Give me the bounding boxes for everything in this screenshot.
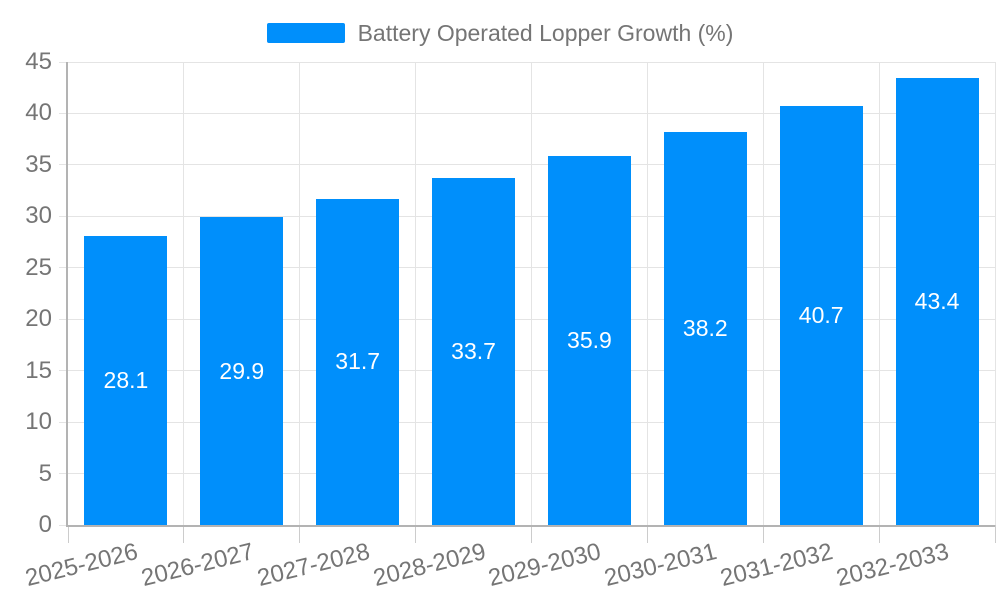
bar[interactable]: 28.1 <box>84 235 168 525</box>
legend-swatch <box>266 23 345 43</box>
x-tick-mark <box>415 525 417 543</box>
bar[interactable]: 40.7 <box>779 106 863 525</box>
bar-value-label: 31.7 <box>335 348 381 375</box>
bar-value-label: 38.2 <box>682 314 728 341</box>
bar-value-label: 35.9 <box>567 326 612 353</box>
bar[interactable]: 33.7 <box>432 178 516 525</box>
x-gridline <box>299 62 301 525</box>
bar-value-label: 33.7 <box>451 338 496 365</box>
x-tick-mark <box>646 525 648 543</box>
bar[interactable]: 29.9 <box>200 217 284 525</box>
y-tick-mark <box>59 215 68 217</box>
x-tick-mark <box>531 525 532 543</box>
y-tick-mark <box>59 370 68 372</box>
y-axis-tick-label: 40 <box>25 99 52 127</box>
legend-label: Battery Operated Lopper Growth (%) <box>357 20 734 46</box>
bar[interactable]: 35.9 <box>547 155 631 525</box>
x-gridline <box>878 62 880 525</box>
y-axis-tick-label: 30 <box>25 202 52 230</box>
y-axis-tick-label: 5 <box>38 459 52 487</box>
y-axis-tick-label: 10 <box>25 408 52 436</box>
x-axis-line <box>66 525 995 527</box>
y-tick-mark <box>59 61 68 63</box>
y-tick-mark <box>59 318 68 320</box>
y-axis-tick-label: 0 <box>38 511 52 538</box>
bar[interactable]: 43.4 <box>895 78 979 525</box>
bar-value-label: 29.9 <box>219 357 265 384</box>
x-gridline <box>183 62 185 525</box>
bar[interactable]: 31.7 <box>316 198 400 525</box>
x-gridline <box>646 62 648 525</box>
y-tick-mark <box>59 164 68 166</box>
y-axis-tick-label: 15 <box>25 356 52 384</box>
bar[interactable]: 38.2 <box>663 131 747 525</box>
x-tick-mark <box>878 525 880 543</box>
bar-value-label: 40.7 <box>798 302 844 329</box>
y-tick-mark <box>59 267 68 269</box>
x-gridline <box>994 62 996 525</box>
x-tick-mark <box>183 525 185 543</box>
y-tick-mark <box>59 473 68 475</box>
x-gridline <box>762 62 764 525</box>
bar-value-label: 28.1 <box>103 366 149 393</box>
y-tick-mark <box>59 421 68 423</box>
bar-value-label: 43.4 <box>914 288 960 315</box>
y-axis-tick-label: 45 <box>25 48 52 75</box>
x-tick-mark <box>67 525 69 543</box>
x-gridline <box>415 62 417 525</box>
y-axis-tick-label: 20 <box>25 305 52 333</box>
y-axis-tick-label: 25 <box>25 253 52 281</box>
y-tick-mark <box>59 112 68 114</box>
y-tick-mark <box>59 524 68 526</box>
x-tick-mark <box>762 525 764 543</box>
y-axis-tick-label: 35 <box>25 150 52 178</box>
x-tick-mark <box>299 525 301 543</box>
x-gridline <box>531 62 532 525</box>
x-tick-mark <box>994 525 996 543</box>
y-axis-line <box>66 62 68 527</box>
chart-legend[interactable]: Battery Operated Lopper Growth (%) <box>0 20 1000 46</box>
